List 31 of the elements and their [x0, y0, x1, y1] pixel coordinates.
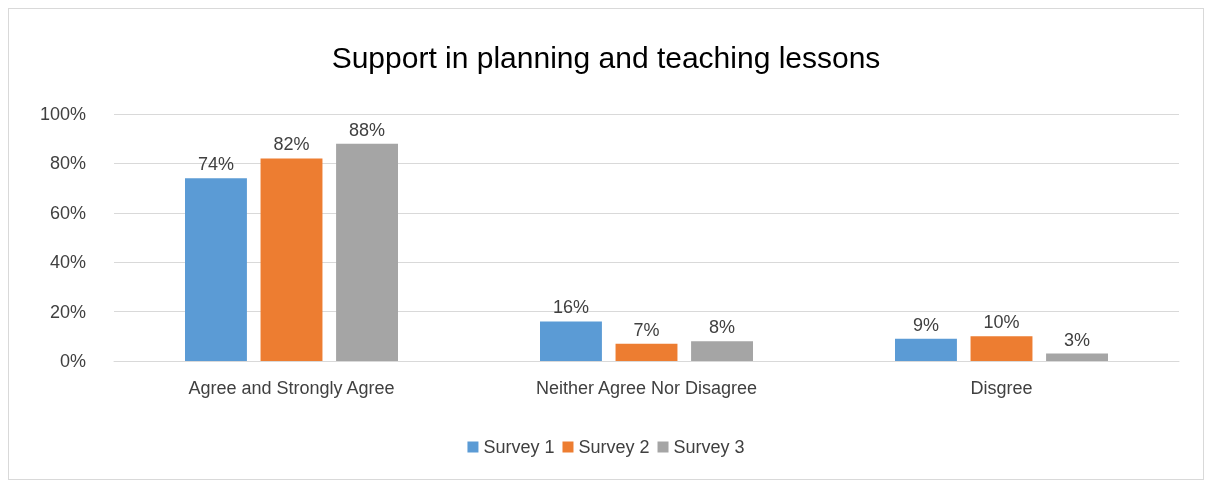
y-tick-label: 20%: [49, 301, 86, 322]
data-label: 9%: [912, 314, 939, 335]
data-label: 88%: [349, 119, 386, 140]
bar: [260, 158, 323, 361]
bar: [336, 143, 398, 361]
x-tick-label: Neither Agree Nor Disagree: [535, 378, 758, 398]
bar: [615, 343, 678, 361]
data-label: 82%: [273, 134, 310, 155]
y-tick-label: 0%: [59, 351, 86, 371]
bar: [691, 341, 753, 361]
y-tick-label: 40%: [49, 252, 86, 273]
y-tick-label: 80%: [49, 153, 86, 174]
legend-label: Survey 1: [483, 437, 555, 457]
x-tick-label: Agree and Strongly Agree: [188, 378, 395, 398]
y-tick-label: 100%: [39, 104, 86, 124]
chart-title: Support in planning and teaching lessons: [331, 40, 881, 74]
legend-label: Survey 2: [578, 437, 650, 457]
bar: [185, 178, 247, 361]
y-tick-label: 60%: [49, 202, 86, 223]
bar: [970, 336, 1033, 361]
legend-label: Survey 3: [673, 437, 745, 457]
bar: [895, 338, 957, 361]
data-label: 7%: [633, 319, 660, 340]
data-label: 16%: [552, 297, 589, 318]
data-label: 74%: [197, 154, 234, 175]
data-label: 8%: [709, 317, 736, 338]
bar: [1046, 353, 1108, 361]
x-tick-label: Disgree: [970, 378, 1033, 398]
data-label: 10%: [983, 312, 1020, 333]
bar: [540, 321, 602, 361]
data-label: 3%: [1064, 329, 1091, 350]
